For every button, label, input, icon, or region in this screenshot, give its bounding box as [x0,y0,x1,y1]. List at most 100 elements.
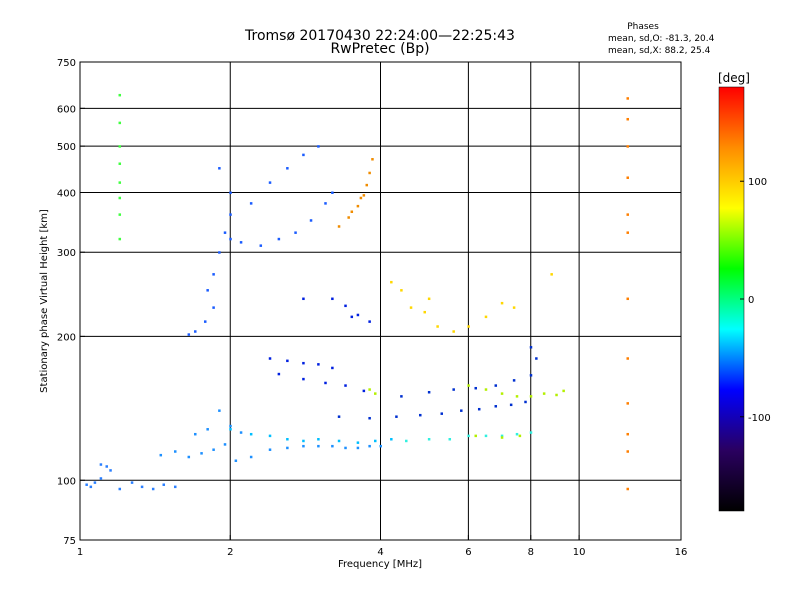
data-point [229,428,232,431]
data-point [118,487,122,491]
data-point [509,403,513,407]
data-point [474,386,477,390]
data-point [268,357,272,360]
data-points [85,93,629,491]
data-point [626,297,629,301]
data-point [130,481,134,484]
data-point [500,301,504,305]
y-tick-label: 400 [57,188,76,199]
x-tick-label: 16 [675,547,688,558]
data-point [294,231,297,234]
data-point [356,446,360,450]
colorbar-tick-label: 100 [748,177,767,188]
y-tick-label: 600 [57,104,76,115]
data-point [337,439,341,443]
data-point [452,330,455,333]
data-point [331,444,334,448]
y-tick-label: 300 [57,248,76,259]
data-point [194,432,197,436]
data-point [229,237,232,241]
data-point [562,389,565,393]
data-point [187,455,191,459]
data-point [229,213,232,216]
data-point [344,384,347,387]
data-point [229,424,232,428]
x-tick-label: 10 [573,547,586,558]
colorbar-tick-label: 0 [748,295,754,306]
data-point [405,439,408,443]
colorbar-tick-label: -100 [748,413,771,424]
data-point [89,485,93,489]
data-point [249,432,253,436]
data-point [359,196,363,200]
data-point [423,310,426,314]
data-point [286,167,289,170]
data-point [518,434,522,438]
data-point [302,439,305,443]
data-point [118,181,122,184]
data-point [362,389,366,393]
data-point [200,452,203,455]
data-point [118,196,122,200]
data-point [484,388,488,391]
data-point [218,409,221,412]
data-point [118,145,122,148]
data-point [427,297,431,301]
data-point [109,469,112,472]
data-point [477,407,481,411]
data-point [203,320,207,323]
data-point [494,384,498,387]
data-point [268,448,272,451]
data-point [409,306,413,309]
colorbar-label: [deg] [718,71,750,85]
data-point [118,213,122,216]
data-point [268,434,272,438]
data-point [436,325,439,328]
data-point [368,416,371,420]
data-point [99,463,103,466]
data-point [337,225,341,228]
data-point [162,483,166,486]
data-point [626,97,629,100]
data-point [105,465,108,468]
data-point [626,357,629,360]
data-point [368,171,371,175]
y-tick-label: 500 [57,142,76,153]
data-point [529,346,533,349]
data-point [317,444,320,448]
y-tick-label: 750 [57,58,76,69]
data-point [286,359,289,363]
data-point [331,191,334,194]
data-point [286,446,289,450]
data-point [229,191,232,194]
data-point [542,392,546,395]
data-point [259,244,263,247]
data-point [395,415,398,418]
data-point [317,363,320,366]
data-point [302,444,305,448]
data-point [331,366,334,370]
data-point [118,237,122,241]
data-point [368,388,371,391]
data-point [85,483,88,486]
phases-line-o: mean, sd,O: -81.3, 20.4 [608,34,715,44]
data-point [626,402,629,405]
colorbar-ticks: 100 0 -100 [740,177,771,424]
data-point [529,374,533,377]
data-point [118,93,122,97]
data-point [239,431,243,434]
x-tick-label: 6 [465,547,471,558]
grid-lines [80,62,681,540]
data-point [440,412,444,415]
data-point [512,306,516,309]
data-point [626,176,629,179]
data-point [93,481,97,484]
data-point [524,400,527,404]
data-point [118,162,122,165]
colorbar [718,86,745,512]
data-point [368,320,371,323]
data-point [555,393,558,397]
data-point [350,315,354,319]
x-axis-ticks: 1 2 4 6 8 10 16 [77,535,688,558]
y-tick-label: 100 [57,476,76,487]
